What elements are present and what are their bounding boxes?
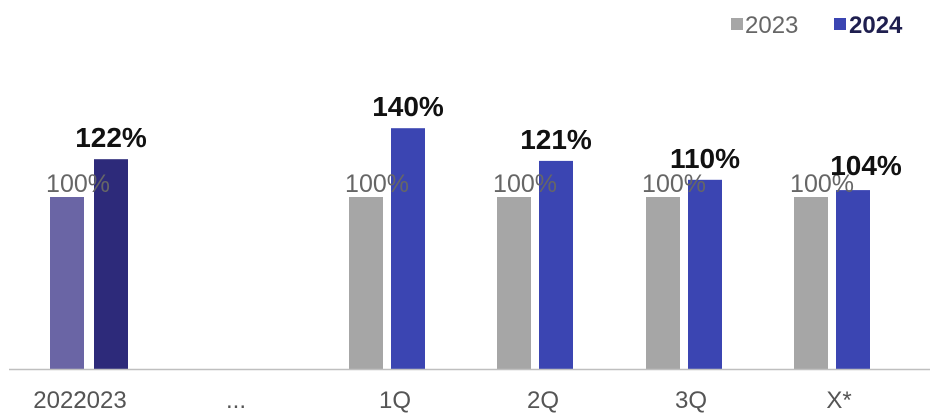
legend-label-2024: 2024	[849, 12, 903, 39]
bars-layer	[50, 128, 870, 369]
bar-2023	[94, 159, 128, 369]
data-label-1q2023: 100%	[345, 170, 409, 198]
x-tick-label: 2022	[33, 387, 86, 414]
bar-1q2024	[391, 128, 425, 369]
data-label-x2024: 104%	[830, 150, 902, 181]
labels-layer: 100%122%100%140%100%121%100%110%100%104%	[46, 91, 902, 198]
data-label-1q2024: 140%	[372, 91, 444, 122]
legend-label-2023: 2023	[745, 12, 798, 39]
bar-3q2024	[688, 179, 722, 369]
legend-swatch-2023	[731, 18, 743, 30]
x-tick-label: X*	[826, 387, 851, 414]
data-label-3q2023: 100%	[642, 170, 706, 198]
bar-x2023	[794, 197, 828, 369]
bar-3q2023	[646, 197, 680, 369]
data-label-2q2024: 121%	[520, 124, 592, 155]
x-tick-label: ...	[226, 387, 246, 414]
legend: 2023 2024	[731, 12, 903, 39]
data-label-3q2024: 110%	[670, 143, 740, 174]
bar-2022	[50, 197, 84, 369]
bar-1q2023	[349, 197, 383, 369]
bar-2q2023	[497, 197, 531, 369]
x-tick-label: 2023	[73, 387, 126, 414]
data-label-2q2023: 100%	[493, 170, 557, 198]
bar-2q2024	[539, 160, 573, 369]
x-tick-label: 1Q	[379, 387, 411, 414]
x-tick-label: 3Q	[675, 387, 707, 414]
x-tick-label: 2Q	[527, 387, 559, 414]
data-label-x2023: 100%	[790, 170, 854, 198]
data-label-2022: 100%	[46, 170, 110, 198]
legend-swatch-2024	[834, 18, 846, 30]
data-label-2023: 122%	[75, 122, 147, 153]
bar-x2024	[836, 190, 870, 369]
